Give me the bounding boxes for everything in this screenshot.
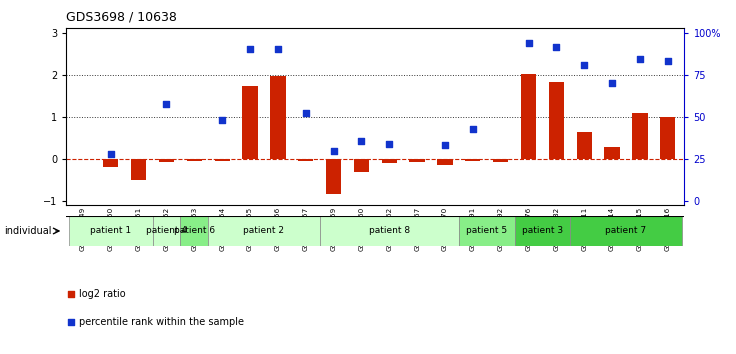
Point (328, 149, 339, 154)
Bar (214, 159, 230, 161)
Text: patient 7: patient 7 (606, 227, 646, 235)
Point (355, 138, 367, 144)
Bar (326, 159, 342, 194)
Bar (180, 216, 208, 246)
Text: percentile rank within the sample: percentile rank within the sample (79, 317, 244, 327)
Bar (576, 132, 592, 159)
Bar (270, 76, 286, 159)
Bar (660, 117, 676, 159)
Bar (354, 159, 369, 172)
Bar (409, 159, 425, 162)
Bar (632, 113, 648, 159)
Text: patient 1: patient 1 (91, 227, 131, 235)
Bar (521, 74, 537, 159)
Text: patient 4: patient 4 (146, 227, 187, 235)
Bar (103, 159, 118, 166)
Point (551, 45, 562, 50)
Point (606, 80, 618, 86)
Bar (382, 159, 397, 163)
Text: patient 8: patient 8 (369, 227, 410, 235)
Bar (152, 216, 180, 246)
Bar (459, 216, 514, 246)
Text: patient 5: patient 5 (466, 227, 507, 235)
Point (216, 117, 228, 122)
Point (300, 110, 311, 116)
Bar (604, 147, 620, 159)
Text: individual: individual (4, 226, 52, 236)
Text: patient 3: patient 3 (522, 227, 563, 235)
Bar (437, 159, 453, 165)
Bar (549, 82, 564, 159)
Text: patient 2: patient 2 (244, 227, 285, 235)
Point (523, 40, 534, 46)
Text: log2 ratio: log2 ratio (79, 289, 125, 299)
Bar (319, 216, 459, 246)
Point (244, 46, 256, 51)
Bar (131, 159, 146, 180)
Bar (514, 216, 570, 246)
Point (467, 126, 478, 131)
Bar (159, 159, 174, 162)
Text: patient 6: patient 6 (174, 227, 215, 235)
Point (272, 46, 284, 51)
Point (105, 151, 117, 157)
Point (160, 101, 172, 107)
Bar (187, 159, 202, 161)
Bar (570, 216, 682, 246)
Bar (298, 159, 314, 161)
Point (383, 141, 395, 147)
Bar (465, 159, 481, 161)
Point (634, 56, 645, 62)
Bar (242, 86, 258, 159)
Point (662, 58, 673, 64)
Bar (493, 159, 509, 162)
Bar (69, 216, 152, 246)
Point (439, 143, 451, 148)
Point (65, 291, 77, 297)
Point (65, 319, 77, 325)
Bar (208, 216, 319, 246)
Text: GDS3698 / 10638: GDS3698 / 10638 (66, 11, 177, 24)
Point (578, 63, 590, 68)
